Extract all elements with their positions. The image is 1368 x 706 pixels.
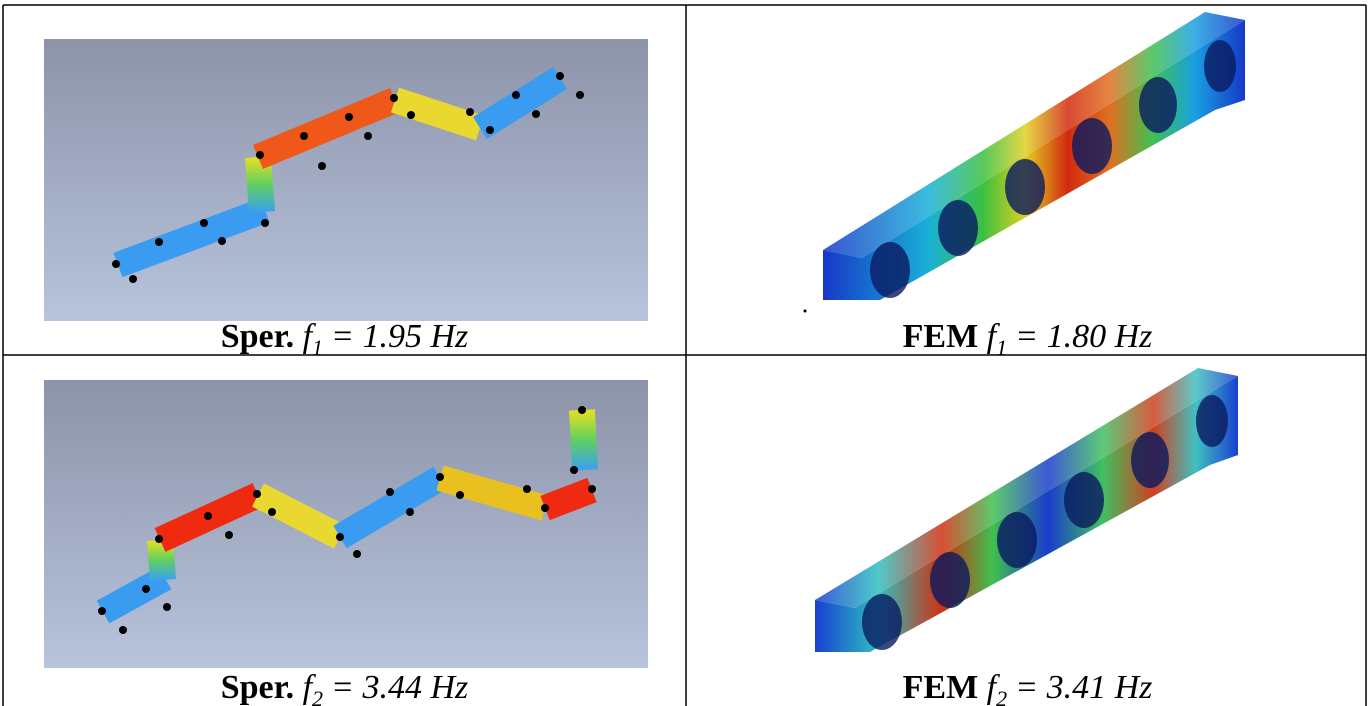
symbol: f xyxy=(987,669,996,706)
method: FEM xyxy=(903,669,979,706)
method: FEM xyxy=(903,318,979,355)
index: 2 xyxy=(996,686,1007,706)
symbol: f xyxy=(303,669,312,706)
method: Sper. xyxy=(221,318,294,355)
fem-mode-2 xyxy=(815,368,1238,652)
fem-mode-1 xyxy=(804,12,1246,313)
experimental-mode-1 xyxy=(44,39,648,321)
experimental-mode-2 xyxy=(44,380,648,668)
symbol: f xyxy=(987,318,996,355)
index: 1 xyxy=(312,335,323,360)
index: 1 xyxy=(996,335,1007,360)
caption: FEM f1 = 1.80 Hz xyxy=(686,317,1368,368)
index: 2 xyxy=(312,686,323,706)
caption: Sper. f2 = 3.44 Hz xyxy=(3,668,686,706)
value: = 3.41 Hz xyxy=(1015,669,1152,706)
value: = 3.44 Hz xyxy=(331,669,468,706)
page: Sper. f1= 1.95 Hz FEM f1= 1.80 Hz Sper. … xyxy=(0,0,1368,706)
symbol: f xyxy=(303,318,312,355)
method: Sper. xyxy=(221,669,294,706)
value: = 1.80 Hz xyxy=(1015,318,1152,355)
caption: Sper. f1 = 1.95 Hz xyxy=(3,317,686,368)
value: = 1.95 Hz xyxy=(331,318,468,355)
caption: FEM f2 = 3.41 Hz xyxy=(686,668,1368,706)
